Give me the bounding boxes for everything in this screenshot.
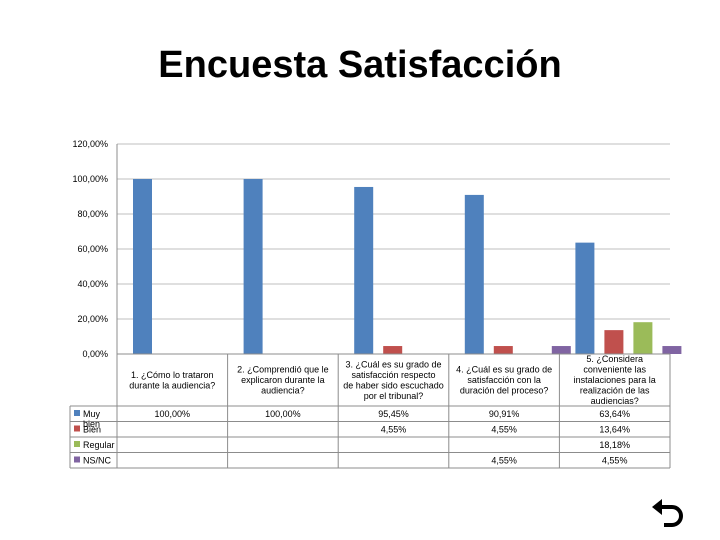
y-tick-labels: 0,00% 20,00% 40,00% 60,00% 80,00% 100,00% 120,… bbox=[72, 139, 108, 359]
y-tick-label: 20,00% bbox=[77, 314, 108, 324]
category-label: 1. ¿Cómo lo trataron durante la audiencia… bbox=[129, 370, 215, 391]
category-label: 2. ¿Comprendió que le explicaron durante … bbox=[237, 365, 329, 396]
legend-label: NS/NC bbox=[83, 456, 112, 466]
data-label: 4,55% bbox=[491, 456, 517, 466]
legend-label: Muy bien bbox=[83, 409, 101, 429]
legend-label: Bien bbox=[83, 425, 101, 435]
data-label: 90,91% bbox=[489, 409, 520, 419]
slide-title: Encuesta Satisfacción bbox=[158, 44, 562, 86]
bar bbox=[575, 242, 595, 354]
category-label: 5. ¿Considera conveniente las instalacione… bbox=[574, 354, 656, 406]
legend-swatch bbox=[74, 410, 80, 416]
return-arrow-icon[interactable] bbox=[648, 494, 688, 534]
data-label: 4,55% bbox=[602, 456, 628, 466]
data-label: 4,55% bbox=[491, 425, 517, 435]
legend-swatch bbox=[74, 456, 80, 463]
data-label: 18,18% bbox=[599, 440, 630, 450]
bar bbox=[383, 346, 403, 354]
y-tick-label: 0,00% bbox=[82, 349, 108, 359]
category-label: 4. ¿Cuál es su grado de satisfacción con … bbox=[456, 365, 552, 396]
bar bbox=[464, 194, 484, 354]
bar bbox=[243, 179, 263, 354]
y-tick-label: 40,00% bbox=[77, 279, 108, 289]
legend-label: Regular bbox=[83, 440, 115, 450]
y-tick-label: 120,00% bbox=[72, 139, 108, 149]
data-table: 1. ¿Cómo lo trataron durante la audiencia… bbox=[69, 353, 671, 469]
y-tick-label: 80,00% bbox=[77, 209, 108, 219]
bar bbox=[662, 346, 682, 354]
data-label: 100,00% bbox=[265, 409, 301, 419]
bar bbox=[493, 346, 513, 354]
data-label: 4,55% bbox=[381, 425, 407, 435]
bar bbox=[133, 179, 152, 354]
data-label: 95,45% bbox=[378, 409, 409, 419]
data-label: 63,64% bbox=[599, 409, 630, 419]
bar bbox=[551, 346, 571, 354]
bar bbox=[604, 330, 624, 354]
data-label: 100,00% bbox=[155, 409, 191, 419]
y-tick-label: 100,00% bbox=[72, 174, 108, 184]
legend-swatch bbox=[74, 425, 80, 432]
bar bbox=[354, 186, 374, 354]
bar bbox=[633, 322, 653, 354]
category-label: 3. ¿Cuál es su grado de satisfacción resp… bbox=[343, 359, 444, 401]
y-tick-label: 60,00% bbox=[77, 244, 108, 254]
data-label: 13,64% bbox=[599, 425, 630, 435]
bars bbox=[133, 179, 682, 354]
legend-swatch bbox=[74, 441, 80, 447]
